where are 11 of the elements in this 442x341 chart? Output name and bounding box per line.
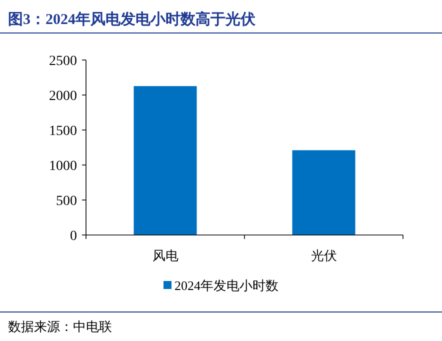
y-tick-label: 2000 xyxy=(49,89,77,104)
legend: 2024年发电小时数 xyxy=(164,278,278,293)
source-note: 数据来源：中电联 xyxy=(8,319,112,334)
y-tick-label: 2500 xyxy=(49,54,77,69)
title: 图3：2024年风电发电小时数高于光伏 xyxy=(8,12,256,28)
y-tick-label: 1000 xyxy=(49,159,77,174)
x-tick-label: 风电 xyxy=(152,248,178,263)
y-tick-label: 500 xyxy=(56,194,77,209)
y-tick-label: 1500 xyxy=(49,124,77,139)
x-tick-label: 光伏 xyxy=(310,248,337,263)
y-tick-label: 0 xyxy=(70,229,77,244)
